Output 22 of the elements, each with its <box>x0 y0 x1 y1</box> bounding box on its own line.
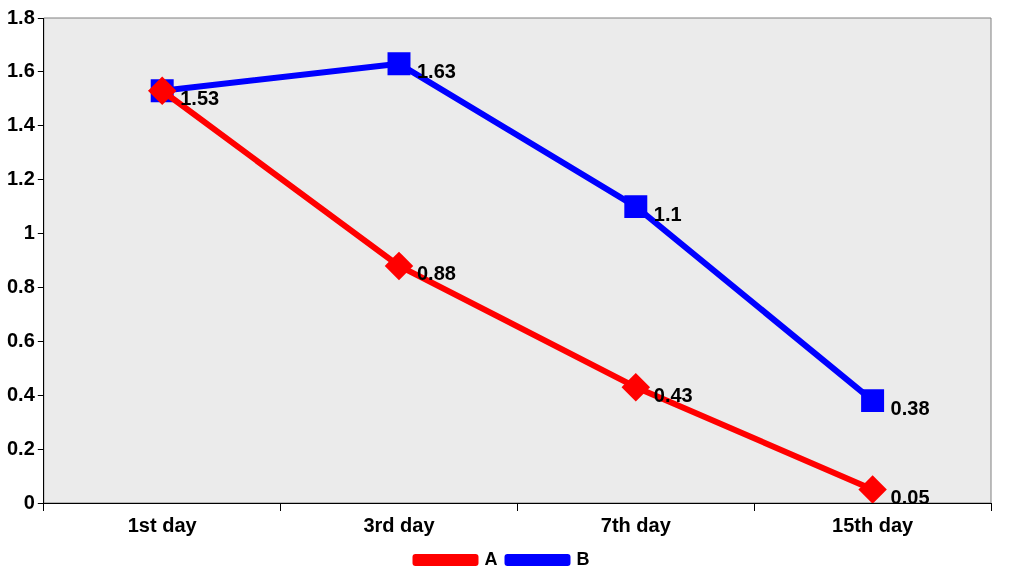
data-label: 1.1 <box>653 203 682 226</box>
x-tick-label: 15th day <box>832 513 915 536</box>
y-tick-label: 0.8 <box>6 274 35 297</box>
y-tick-label: 0.6 <box>6 328 35 351</box>
y-tick-label: 0.2 <box>6 436 35 459</box>
data-label: 1.53 <box>180 87 220 110</box>
data-label: 0.43 <box>653 383 693 406</box>
legend-label: B <box>576 548 590 569</box>
x-tick-label: 7th day <box>600 513 672 536</box>
y-tick-label: 0 <box>23 490 35 513</box>
y-tick-label: 1.4 <box>6 113 36 136</box>
y-tick-label: 1.8 <box>6 5 35 28</box>
x-tick-label: 3rd day <box>363 513 436 536</box>
y-tick-label: 0.4 <box>6 382 36 405</box>
data-label: 0.88 <box>417 262 456 285</box>
legend-label: A <box>484 548 498 569</box>
data-label: 1.63 <box>417 60 456 83</box>
y-tick-label: 1.6 <box>6 59 35 82</box>
x-tick-label: 1st day <box>127 513 198 536</box>
y-tick-label: 1.2 <box>6 167 35 190</box>
y-tick-label: 1 <box>23 221 35 244</box>
data-label: 0.38 <box>890 397 930 420</box>
